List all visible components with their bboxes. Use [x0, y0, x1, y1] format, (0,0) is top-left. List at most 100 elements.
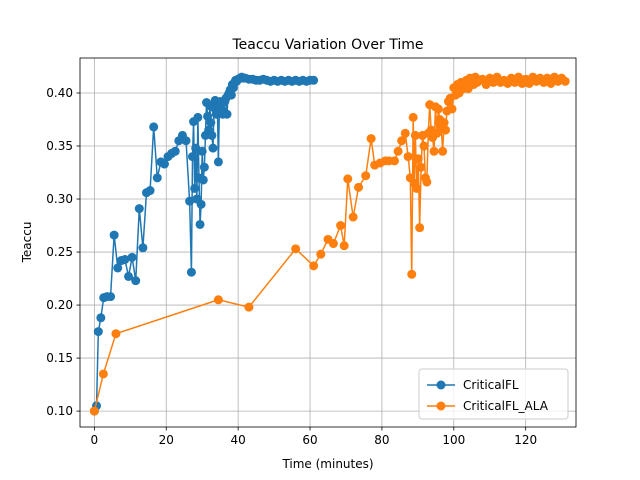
data-point-criticalfl — [207, 130, 217, 140]
data-point-criticalfl — [208, 143, 218, 153]
x-axis-label: Time (minutes) — [281, 457, 373, 471]
data-point-criticalfl — [187, 152, 197, 162]
legend-label-criticalfl: CriticalFL — [463, 378, 519, 392]
data-point-criticalfl — [124, 271, 134, 281]
y-tick-label: 0.20 — [46, 298, 73, 312]
data-point-criticalfl-ala — [441, 125, 451, 135]
y-axis-label: Teaccu — [20, 222, 34, 264]
data-point-criticalfl-ala — [348, 212, 358, 222]
data-point-criticalfl — [109, 230, 119, 240]
data-point-criticalfl — [106, 292, 116, 302]
data-point-criticalfl — [196, 199, 206, 209]
x-tick-label: 20 — [159, 433, 174, 447]
data-point-criticalfl-ala — [339, 241, 349, 251]
data-point-criticalfl — [131, 276, 141, 286]
data-point-criticalfl-ala — [433, 104, 443, 114]
data-point-criticalfl-ala — [419, 141, 429, 151]
series-criticalfl-ala — [89, 72, 570, 416]
y-tick-label: 0.35 — [46, 139, 73, 153]
data-point-criticalfl-ala — [432, 128, 442, 138]
data-point-criticalfl-ala — [400, 128, 410, 138]
y-axis-ticks: 0.10 0.15 0.20 0.25 0.30 0.35 0.40 — [46, 86, 80, 418]
data-point-criticalfl-ala — [361, 171, 371, 181]
x-tick-label: 100 — [442, 433, 465, 447]
grid — [80, 58, 576, 427]
data-point-criticalfl-ala — [413, 154, 423, 164]
data-point-criticalfl-ala — [354, 182, 364, 192]
chart-title: Teaccu Variation Over Time — [231, 37, 423, 53]
data-point-criticalfl-ala — [336, 221, 346, 231]
data-point-criticalfl-ala — [111, 329, 121, 339]
legend-box — [418, 368, 569, 420]
data-point-criticalfl-ala — [438, 146, 448, 156]
data-point-criticalfl-ala — [316, 249, 326, 259]
legend-marker-criticalfl — [436, 380, 446, 390]
data-point-criticalfl — [226, 90, 236, 100]
data-point-criticalfl — [159, 159, 169, 169]
data-point-criticalfl-ala — [560, 76, 570, 86]
data-point-criticalfl-ala — [429, 146, 439, 156]
data-point-criticalfl-ala — [447, 104, 457, 114]
data-point-criticalfl-ala — [309, 261, 319, 271]
data-point-criticalfl — [113, 263, 123, 273]
data-point-criticalfl-ala — [410, 130, 420, 140]
y-tick-label: 0.40 — [46, 86, 73, 100]
data-point-criticalfl-ala — [397, 136, 407, 146]
data-point-criticalfl — [170, 146, 180, 156]
data-point-criticalfl-ala — [98, 369, 108, 379]
data-point-criticalfl-ala — [389, 156, 399, 166]
y-tick-label: 0.15 — [46, 351, 73, 365]
data-point-criticalfl — [152, 173, 162, 183]
x-axis-ticks: 0 20 40 60 80 100 120 — [91, 427, 537, 447]
data-point-criticalfl — [206, 118, 216, 128]
data-point-criticalfl-ala — [366, 134, 376, 144]
data-point-criticalfl — [186, 267, 196, 277]
data-point-criticalfl — [195, 219, 205, 229]
data-point-criticalfl — [96, 313, 106, 323]
data-point-criticalfl — [197, 146, 207, 156]
x-tick-label: 120 — [514, 433, 537, 447]
x-tick-label: 60 — [302, 433, 317, 447]
data-point-criticalfl-ala — [416, 162, 426, 172]
data-point-criticalfl-ala — [393, 146, 403, 156]
data-point-criticalfl-ala — [408, 112, 418, 122]
series-criticalfl — [89, 72, 319, 416]
data-point-criticalfl — [120, 254, 130, 264]
x-tick-label: 0 — [91, 433, 99, 447]
data-point-criticalfl-ala — [328, 239, 338, 249]
data-point-criticalfl — [127, 252, 137, 262]
data-point-criticalfl — [93, 327, 103, 337]
y-tick-label: 0.10 — [46, 404, 73, 418]
data-point-criticalfl — [190, 183, 200, 193]
data-point-criticalfl — [213, 157, 223, 167]
data-point-criticalfl — [145, 186, 155, 196]
data-point-criticalfl — [198, 175, 208, 185]
x-tick-label: 80 — [374, 433, 389, 447]
data-point-criticalfl-ala — [439, 118, 449, 128]
plot-area-frame — [79, 57, 577, 428]
data-point-criticalfl — [222, 109, 232, 119]
data-point-criticalfl — [181, 136, 191, 146]
legend-label-criticalfl-ala: CriticalFL_ALA — [463, 399, 549, 413]
data-point-criticalfl-ala — [422, 177, 432, 187]
data-point-criticalfl — [309, 75, 319, 85]
data-point-criticalfl — [185, 196, 195, 206]
data-point-criticalfl-ala — [403, 152, 413, 162]
data-point-criticalfl — [149, 122, 159, 132]
data-point-criticalfl — [134, 204, 144, 214]
data-point-criticalfl-ala — [213, 295, 223, 305]
data-point-criticalfl — [193, 112, 203, 122]
legend-marker-criticalfl-ala — [436, 401, 446, 411]
data-point-criticalfl — [138, 243, 148, 253]
data-point-criticalfl-ala — [412, 183, 422, 193]
y-tick-label: 0.30 — [46, 192, 73, 206]
data-point-criticalfl-ala — [407, 269, 417, 279]
data-point-criticalfl-ala — [89, 406, 99, 416]
data-point-criticalfl-ala — [343, 174, 353, 184]
data-point-criticalfl-ala — [291, 244, 301, 254]
data-point-criticalfl — [199, 162, 209, 172]
data-point-criticalfl-ala — [415, 223, 425, 233]
y-tick-label: 0.25 — [46, 245, 73, 259]
series-layer — [89, 72, 570, 416]
